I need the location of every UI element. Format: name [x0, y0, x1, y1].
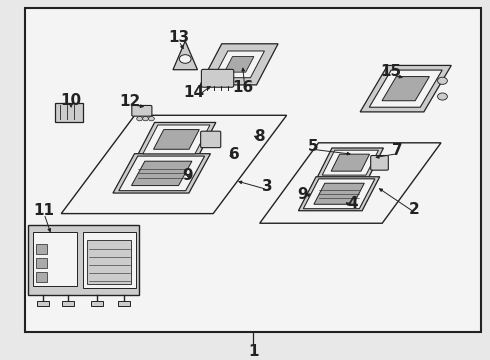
- Bar: [36, 273, 47, 282]
- Circle shape: [143, 117, 148, 121]
- Circle shape: [179, 55, 191, 63]
- Text: 9: 9: [182, 168, 193, 183]
- Polygon shape: [298, 177, 380, 211]
- Polygon shape: [214, 51, 265, 78]
- Polygon shape: [303, 179, 375, 209]
- Text: 16: 16: [232, 80, 253, 95]
- Polygon shape: [113, 154, 211, 193]
- Bar: [83, 232, 136, 288]
- FancyBboxPatch shape: [201, 69, 234, 87]
- Text: 14: 14: [183, 85, 204, 100]
- Polygon shape: [322, 150, 378, 175]
- Circle shape: [148, 117, 154, 121]
- Text: 9: 9: [297, 187, 308, 202]
- Bar: [36, 244, 47, 254]
- Text: 3: 3: [262, 179, 272, 194]
- Text: 4: 4: [347, 196, 358, 211]
- Circle shape: [137, 117, 143, 121]
- Bar: [87, 239, 131, 284]
- Polygon shape: [360, 66, 451, 112]
- Polygon shape: [314, 183, 364, 204]
- Polygon shape: [369, 70, 442, 107]
- Text: 7: 7: [392, 143, 402, 158]
- Polygon shape: [224, 57, 254, 72]
- Polygon shape: [200, 44, 278, 85]
- Text: 8: 8: [254, 129, 265, 144]
- Text: 15: 15: [380, 64, 402, 79]
- FancyBboxPatch shape: [370, 156, 388, 170]
- Bar: [118, 301, 130, 306]
- Text: 13: 13: [168, 30, 190, 45]
- Text: 5: 5: [308, 139, 319, 154]
- Bar: [33, 232, 77, 286]
- Polygon shape: [173, 41, 197, 70]
- Polygon shape: [119, 156, 205, 191]
- Bar: [91, 301, 103, 306]
- Text: 1: 1: [248, 343, 259, 359]
- Text: 10: 10: [60, 93, 82, 108]
- FancyBboxPatch shape: [132, 105, 152, 116]
- Polygon shape: [153, 130, 199, 149]
- Polygon shape: [61, 115, 287, 213]
- Bar: [28, 225, 139, 295]
- Bar: [37, 301, 49, 306]
- Text: 6: 6: [229, 147, 240, 162]
- Polygon shape: [143, 125, 210, 154]
- Text: 12: 12: [119, 94, 141, 109]
- Bar: [62, 301, 74, 306]
- Text: 11: 11: [34, 203, 54, 219]
- Polygon shape: [382, 77, 429, 101]
- Bar: [36, 258, 47, 268]
- Bar: [55, 103, 83, 122]
- Polygon shape: [131, 161, 192, 185]
- Polygon shape: [318, 148, 383, 177]
- Circle shape: [438, 77, 447, 84]
- FancyBboxPatch shape: [201, 131, 220, 148]
- Text: 2: 2: [409, 202, 419, 217]
- Polygon shape: [331, 154, 369, 171]
- Polygon shape: [137, 122, 216, 156]
- Polygon shape: [260, 143, 441, 223]
- Circle shape: [438, 93, 447, 100]
